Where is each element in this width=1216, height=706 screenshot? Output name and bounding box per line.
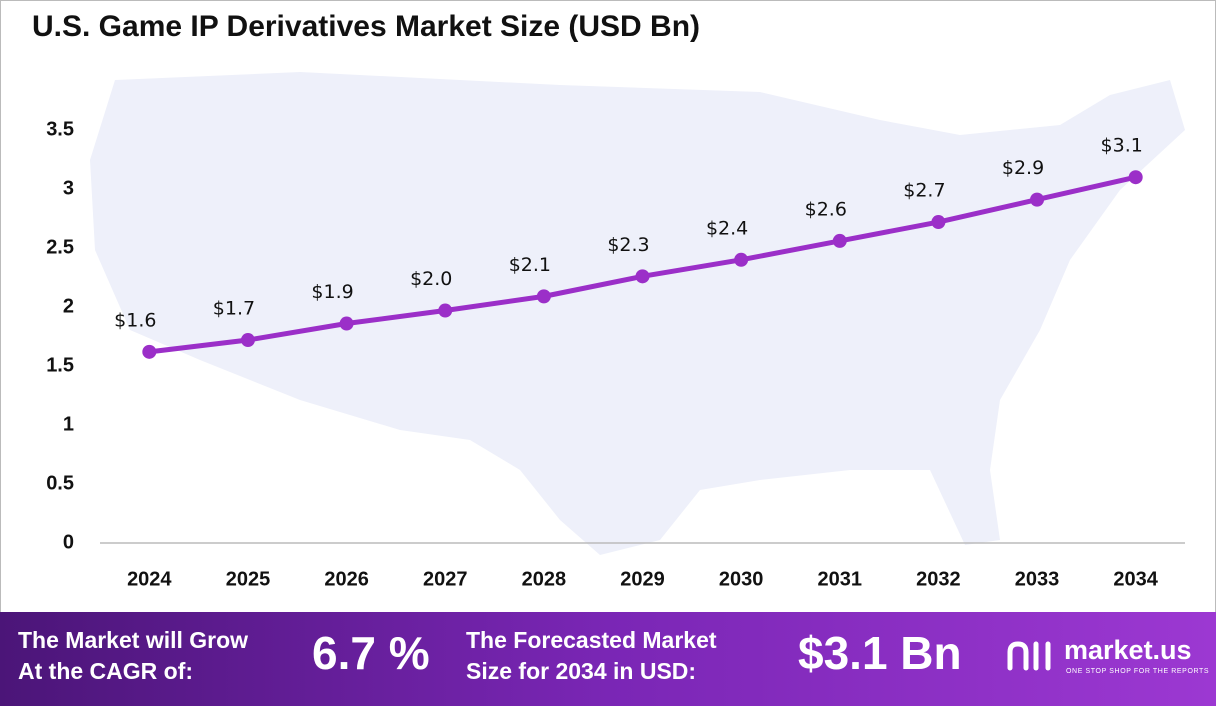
x-tick-label: 2025 — [226, 568, 271, 590]
x-tick-label: 2027 — [423, 568, 468, 590]
footer-forecast-value: $3.1 Bn — [798, 627, 962, 679]
y-tick-label: 0.5 — [46, 472, 74, 494]
point — [339, 316, 354, 331]
map-background — [90, 72, 1185, 555]
y-tick-label: 0 — [63, 531, 74, 553]
y-tick-label: 3 — [63, 177, 74, 199]
y-tick-label: 2.5 — [46, 236, 74, 258]
brand-logo — [1007, 641, 1051, 671]
value-label: $2.0 — [410, 268, 452, 290]
x-tick-label: 2031 — [818, 568, 863, 590]
point — [438, 303, 453, 318]
x-tick-label: 2028 — [522, 568, 567, 590]
x-tick-label: 2030 — [719, 568, 764, 590]
x-tick-label: 2034 — [1113, 568, 1158, 590]
value-label: $2.6 — [805, 198, 847, 220]
footer-forecast-text: Size for 2034 in USD: — [466, 658, 696, 684]
y-tick-label: 1 — [63, 413, 74, 435]
y-tick-label: 3.5 — [46, 118, 74, 140]
y-tick-label: 1.5 — [46, 354, 74, 376]
x-tick-label: 2026 — [324, 568, 369, 590]
point — [635, 269, 650, 284]
point — [240, 333, 255, 348]
point — [931, 215, 946, 230]
value-label: $1.7 — [213, 298, 255, 320]
point — [1128, 170, 1143, 185]
chart-title: U.S. Game IP Derivatives Market Size (US… — [32, 10, 700, 43]
footer-cagr-text: The Market will Grow — [18, 627, 248, 653]
point — [1030, 192, 1045, 207]
y-tick-label: 2 — [63, 295, 74, 317]
x-tick-label: 2033 — [1015, 568, 1060, 590]
point — [536, 289, 551, 304]
value-label: $2.9 — [1002, 157, 1044, 179]
footer-band — [0, 612, 1216, 706]
footer-cagr-text: At the CAGR of: — [18, 658, 193, 684]
value-label: $1.9 — [311, 281, 353, 303]
footer-cagr-value: 6.7 % — [312, 627, 430, 679]
x-tick-label: 2029 — [620, 568, 665, 590]
value-label: $2.1 — [509, 254, 551, 276]
point — [734, 252, 749, 267]
brand-name: market.us — [1064, 635, 1192, 665]
value-label: $2.3 — [607, 234, 649, 256]
value-label: $2.7 — [903, 180, 945, 202]
value-label: $1.6 — [114, 309, 156, 331]
value-label: $3.1 — [1101, 135, 1143, 157]
x-tick-label: 2032 — [916, 568, 961, 590]
point — [142, 344, 157, 359]
footer-forecast-text: The Forecasted Market — [466, 627, 717, 653]
brand-tagline: ONE STOP SHOP FOR THE REPORTS — [1066, 668, 1209, 675]
x-tick-label: 2024 — [127, 568, 172, 590]
point — [832, 233, 847, 248]
value-label: $2.4 — [706, 217, 748, 239]
